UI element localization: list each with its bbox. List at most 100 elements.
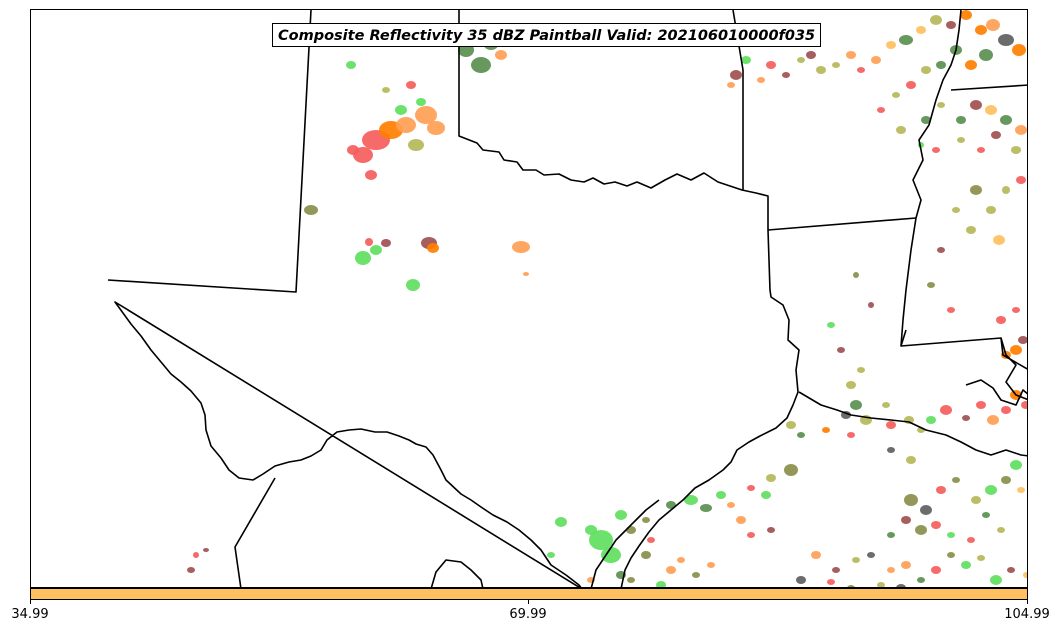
- reflectivity-blob: [846, 51, 856, 59]
- reflectivity-blob: [1000, 115, 1012, 125]
- reflectivity-blob: [857, 67, 865, 73]
- reflectivity-blob: [589, 530, 613, 550]
- reflectivity-blob: [916, 26, 926, 34]
- reflectivity-blob: [937, 247, 945, 253]
- reflectivity-blob: [920, 505, 932, 515]
- reflectivity-blob: [716, 491, 726, 499]
- reflectivity-blob: [585, 525, 597, 535]
- reflectivity-blob: [416, 98, 426, 106]
- reflectivity-blob: [666, 566, 676, 574]
- reflectivity-blob: [896, 126, 906, 134]
- reflectivity-blob: [832, 567, 840, 573]
- reflectivity-blob: [962, 415, 970, 421]
- reflectivity-blob: [736, 516, 746, 524]
- reflectivity-blob: [555, 517, 567, 527]
- reflectivity-blob: [822, 427, 830, 433]
- reflectivity-blob: [395, 105, 407, 115]
- reflectivity-blob: [406, 81, 416, 89]
- reflectivity-blob: [193, 552, 199, 558]
- reflectivity-blob: [1001, 406, 1011, 414]
- lower-mississippi: [900, 329, 1027, 401]
- reflectivity-blob: [626, 526, 636, 534]
- reflectivity-blob: [1010, 345, 1022, 355]
- reflectivity-blob: [886, 421, 896, 429]
- reflectivity-blob: [495, 50, 507, 60]
- colorbar-tick-label: 34.99: [11, 607, 49, 622]
- reflectivity-blob: [846, 381, 856, 389]
- reflectivity-blob: [427, 121, 445, 135]
- reflectivity-blob: [971, 496, 981, 504]
- reflectivity-blob: [892, 92, 900, 98]
- reflectivity-blob: [615, 510, 627, 520]
- reflectivity-blob: [986, 19, 1000, 31]
- reflectivity-blob: [882, 402, 890, 408]
- reflectivity-blob: [990, 575, 1002, 585]
- reflectivity-blob: [782, 72, 790, 78]
- reflectivity-blob: [937, 102, 945, 108]
- reflectivity-blob: [382, 87, 390, 93]
- colorbar: [30, 588, 1028, 600]
- colorbar-tick-label: 69.99: [509, 607, 547, 622]
- reflectivity-blob: [896, 584, 906, 587]
- reflectivity-blob: [523, 272, 529, 276]
- reflectivity-blob: [757, 77, 765, 83]
- reflectivity-blob: [967, 537, 975, 543]
- reflectivity-blob: [1015, 125, 1027, 135]
- reflectivity-blob: [827, 579, 835, 585]
- reflectivity-blob: [976, 401, 986, 409]
- reflectivity-blob: [946, 21, 956, 29]
- reflectivity-blob: [932, 147, 940, 153]
- mexico-state-line: [430, 559, 484, 587]
- reflectivity-blob: [887, 567, 895, 573]
- reflectivity-blob: [986, 206, 996, 214]
- colorbar-tick: [30, 600, 31, 604]
- reflectivity-blob: [947, 307, 955, 313]
- colorbar-tick: [1027, 600, 1028, 604]
- reflectivity-blob: [997, 527, 1005, 533]
- reflectivity-blob: [991, 131, 1001, 139]
- reflectivity-blob: [355, 251, 371, 265]
- reflectivity-blob: [642, 517, 650, 523]
- reflectivity-blob: [408, 139, 424, 151]
- reflectivity-blob: [677, 557, 685, 563]
- reflectivity-blob: [887, 532, 895, 538]
- map-panel: Composite Reflectivity 35 dBZ Paintball …: [30, 9, 1028, 588]
- reflectivity-blob: [797, 432, 805, 438]
- reflectivity-blob: [850, 400, 862, 410]
- reflectivity-blob: [747, 532, 755, 538]
- reflectivity-blob: [203, 548, 209, 552]
- colorbar-tick-label: 104.99: [1004, 607, 1050, 622]
- reflectivity-blob: [784, 464, 798, 476]
- reflectivity-blob: [767, 527, 775, 533]
- reflectivity-blob: [707, 562, 715, 568]
- reflectivity-blob: [915, 525, 927, 535]
- reflectivity-blob: [979, 49, 993, 61]
- reflectivity-blob: [837, 347, 845, 353]
- reflectivity-blob: [931, 566, 941, 574]
- reflectivity-blob: [816, 66, 826, 74]
- reflectivity-blob: [347, 145, 359, 155]
- louisiana-coast-detail: [965, 379, 1027, 406]
- tennessee-border: [950, 84, 1027, 91]
- reflectivity-blob: [853, 272, 859, 278]
- reflectivity-blob: [904, 494, 918, 506]
- reflectivity-blob: [927, 282, 935, 288]
- reflectivity-blob: [1002, 186, 1010, 194]
- reflectivity-blob: [857, 367, 865, 373]
- reflectivity-blob: [899, 35, 913, 45]
- reflectivity-blob: [747, 485, 755, 491]
- reflectivity-blob: [727, 502, 735, 508]
- reflectivity-blob: [887, 447, 895, 453]
- reflectivity-blob: [906, 456, 916, 464]
- mexico-border: [234, 477, 276, 587]
- reflectivity-blob: [827, 322, 835, 328]
- reflectivity-blob: [656, 581, 666, 587]
- mississippi-river: [912, 10, 962, 219]
- reflectivity-blob: [786, 421, 796, 429]
- reflectivity-blob: [931, 521, 941, 529]
- reflectivity-blob: [512, 241, 530, 253]
- colorbar-tick: [528, 600, 529, 604]
- reflectivity-blob: [985, 105, 997, 115]
- reflectivity-blob: [985, 485, 997, 495]
- reflectivity-blob: [966, 226, 976, 234]
